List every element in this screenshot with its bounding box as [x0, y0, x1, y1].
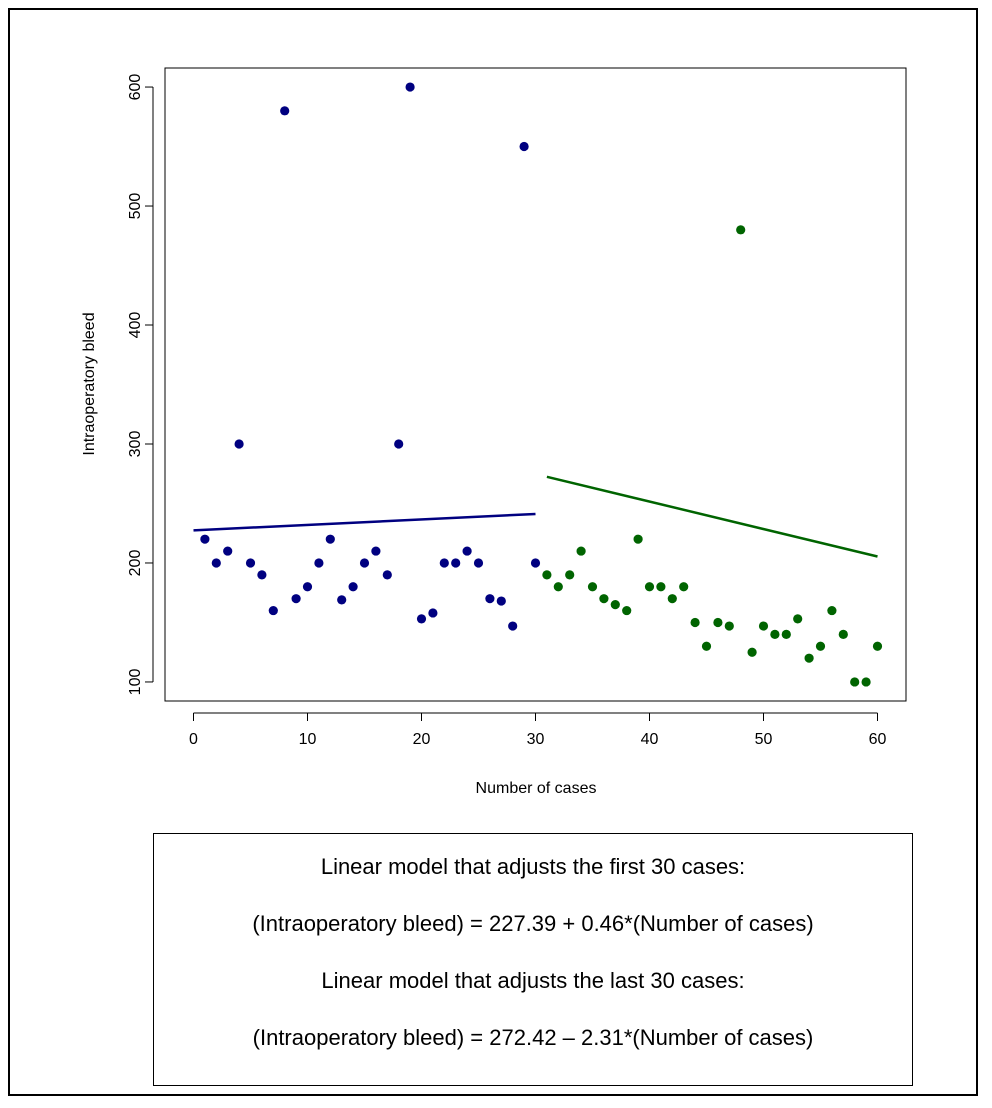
- data-point: [485, 594, 495, 604]
- data-point: [371, 546, 381, 556]
- data-point: [519, 141, 529, 152]
- data-point: [359, 558, 370, 568]
- figure-frame: [8, 8, 978, 1096]
- data-point: [302, 582, 313, 592]
- data-point: [234, 439, 244, 449]
- y-tick-label: 500: [127, 193, 144, 220]
- data-point: [827, 605, 837, 616]
- scatter-chart: 0 10 20 30 40 50 60 100 200 300 400 500 600 Number …: [81, 67, 907, 797]
- data-point: [622, 605, 632, 616]
- data-point: [462, 546, 472, 556]
- data-point: [496, 596, 506, 606]
- x-tick-label: 10: [299, 731, 317, 748]
- data-point: [428, 608, 438, 618]
- data-point: [542, 570, 552, 580]
- data-point: [587, 582, 598, 592]
- data-point: [451, 558, 461, 568]
- data-point: [781, 629, 791, 639]
- data-point: [325, 534, 335, 544]
- data-point: [793, 614, 803, 624]
- model-first-title: Linear model that adjusts the first 30 c…: [320, 854, 746, 879]
- x-tick-label: 20: [413, 731, 431, 748]
- x-axis: 0 10 20 30 40 50 60: [189, 712, 887, 748]
- data-point: [473, 558, 484, 568]
- data-point: [245, 558, 256, 568]
- data-point: [280, 106, 290, 116]
- plot-area: [164, 67, 907, 702]
- data-point: [337, 595, 347, 605]
- y-tick-label: 300: [127, 431, 144, 458]
- x-tick-label: 50: [755, 731, 773, 748]
- data-point: [633, 534, 643, 544]
- y-tick-label: 400: [127, 312, 144, 339]
- x-tick-label: 30: [527, 731, 545, 748]
- data-point: [394, 439, 404, 449]
- data-point: [747, 647, 757, 657]
- data-point: [815, 641, 826, 651]
- x-axis-label: Number of cases: [476, 780, 597, 797]
- data-point: [599, 594, 609, 604]
- data-point: [223, 546, 233, 556]
- data-point: [416, 614, 427, 624]
- x-tick-label: 40: [641, 731, 659, 748]
- data-point: [439, 558, 449, 568]
- data-point: [382, 570, 392, 580]
- data-point: [724, 621, 734, 631]
- data-point: [553, 582, 563, 592]
- model-last-equation: (Intraoperatory bleed) = 272.42 – 2.31*(…: [252, 1025, 814, 1050]
- data-point: [200, 534, 210, 544]
- data-point: [770, 629, 780, 639]
- linear-model-box: Linear model that adjusts the first 30 c…: [153, 833, 913, 1086]
- data-point: [268, 605, 278, 616]
- y-axis-label: Intraoperatory bleed: [81, 312, 98, 455]
- data-point: [565, 570, 575, 580]
- data-point: [257, 570, 267, 580]
- data-point: [291, 594, 301, 604]
- x-tick-label: 60: [869, 731, 887, 748]
- data-point: [701, 641, 712, 651]
- data-point: [736, 225, 746, 235]
- data-point: [656, 582, 666, 592]
- y-axis: 100 200 300 400 500 600: [127, 74, 154, 696]
- data-point: [348, 582, 358, 592]
- y-tick-label: 100: [127, 669, 144, 696]
- data-points: [200, 82, 883, 687]
- data-point: [667, 594, 677, 604]
- data-point: [314, 558, 324, 568]
- data-point: [690, 617, 700, 628]
- data-point: [610, 600, 620, 610]
- data-point: [211, 558, 221, 568]
- data-point: [804, 653, 814, 663]
- y-tick-label: 600: [127, 74, 144, 101]
- data-point: [861, 677, 871, 687]
- data-point: [508, 621, 518, 631]
- data-point: [679, 582, 689, 592]
- fit-lines: [193, 475, 878, 558]
- fit-line: [193, 512, 536, 532]
- data-point: [758, 621, 769, 631]
- data-point: [530, 558, 541, 568]
- y-tick-label: 200: [127, 550, 144, 577]
- data-point: [850, 677, 860, 687]
- fit-line: [546, 475, 878, 558]
- x-tick-label: 0: [189, 731, 198, 748]
- model-first-equation: (Intraoperatory bleed) = 227.39 + 0.46*(…: [252, 911, 814, 936]
- data-point: [872, 641, 883, 651]
- data-point: [713, 617, 723, 628]
- data-point: [838, 629, 848, 639]
- data-point: [405, 82, 415, 92]
- data-point: [576, 546, 586, 556]
- model-last-title: Linear model that adjusts the last 30 ca…: [321, 968, 745, 993]
- data-point: [644, 582, 655, 592]
